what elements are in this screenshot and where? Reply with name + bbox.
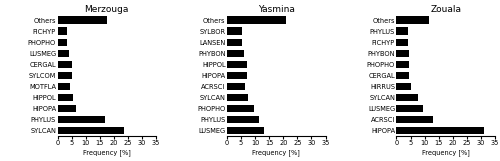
- X-axis label: Frequency [%]: Frequency [%]: [422, 149, 470, 156]
- Bar: [396, 38, 407, 46]
- Bar: [227, 61, 246, 68]
- Bar: [396, 16, 429, 24]
- Bar: [227, 72, 246, 79]
- Bar: [58, 16, 107, 24]
- Bar: [58, 94, 73, 101]
- Bar: [58, 72, 71, 79]
- Bar: [396, 127, 484, 134]
- Bar: [227, 16, 286, 24]
- Bar: [58, 105, 76, 112]
- Bar: [396, 116, 433, 123]
- Bar: [396, 105, 423, 112]
- Bar: [58, 61, 71, 68]
- Bar: [58, 116, 106, 123]
- Bar: [227, 83, 246, 90]
- Bar: [227, 94, 248, 101]
- Bar: [227, 116, 260, 123]
- Bar: [396, 61, 409, 68]
- Bar: [396, 28, 407, 35]
- Bar: [58, 38, 68, 46]
- Bar: [227, 38, 242, 46]
- Bar: [227, 105, 254, 112]
- Bar: [58, 83, 70, 90]
- Bar: [227, 50, 244, 57]
- X-axis label: Frequency [%]: Frequency [%]: [252, 149, 300, 156]
- Title: Yasmina: Yasmina: [258, 5, 294, 14]
- Title: Merzouga: Merzouga: [84, 5, 129, 14]
- Bar: [58, 127, 124, 134]
- X-axis label: Frequency [%]: Frequency [%]: [83, 149, 130, 156]
- Bar: [227, 127, 264, 134]
- Bar: [396, 83, 410, 90]
- Bar: [396, 72, 409, 79]
- Title: Zouala: Zouala: [430, 5, 461, 14]
- Bar: [58, 28, 68, 35]
- Bar: [396, 94, 417, 101]
- Bar: [58, 50, 69, 57]
- Bar: [396, 50, 409, 57]
- Bar: [227, 28, 242, 35]
